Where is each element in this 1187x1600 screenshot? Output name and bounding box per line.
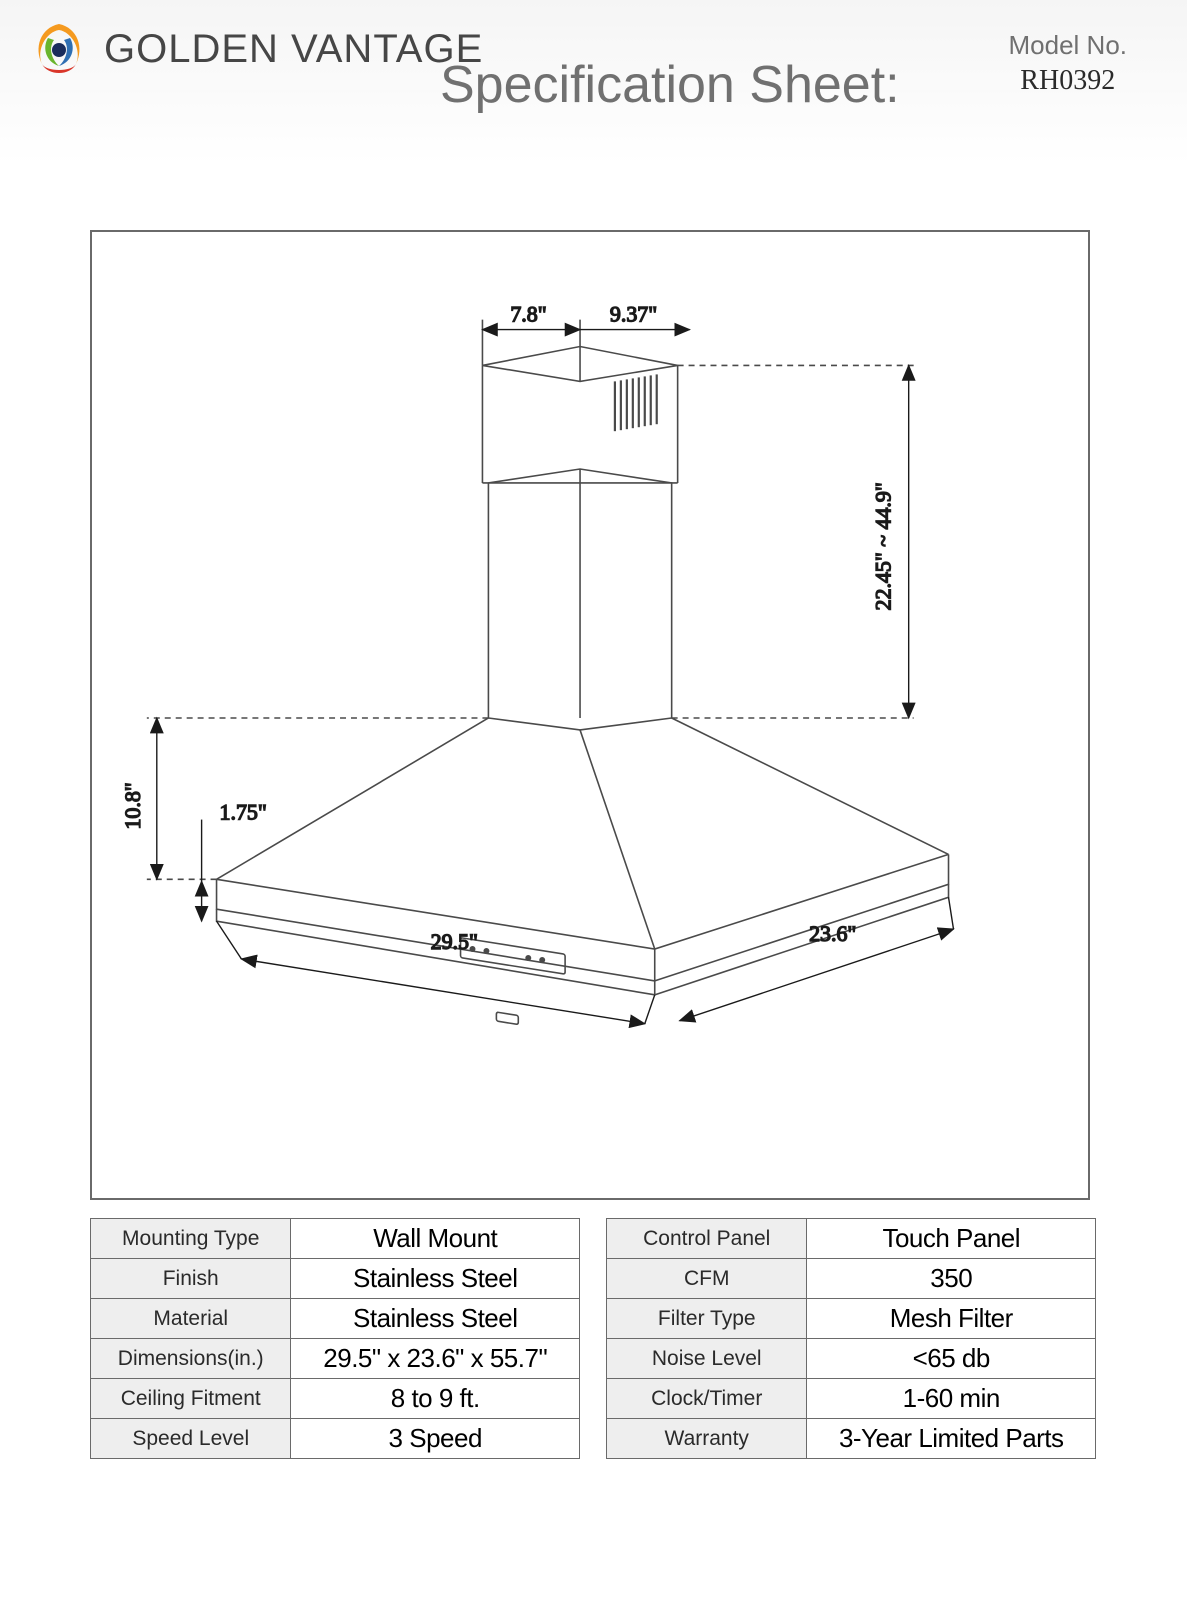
header: GOLDEN VANTAGE Specification Sheet: Mode…	[0, 0, 1187, 165]
table-row: Filter TypeMesh Filter	[607, 1299, 1096, 1339]
spec-value: Touch Panel	[807, 1219, 1096, 1259]
table-row: FinishStainless Steel	[91, 1259, 580, 1299]
spec-key: Warranty	[607, 1419, 807, 1459]
page-title: Specification Sheet:	[440, 55, 900, 115]
spec-key: Material	[91, 1299, 291, 1339]
spec-key: Noise Level	[607, 1339, 807, 1379]
table-row: Control PanelTouch Panel	[607, 1219, 1096, 1259]
spec-value: 3-Year Limited Parts	[807, 1419, 1096, 1459]
product-diagram: 7.8" 9.37" 22.45" ~ 44.9" 10.8" 1.75" 29…	[92, 232, 1088, 1198]
diagram-frame: 7.8" 9.37" 22.45" ~ 44.9" 10.8" 1.75" 29…	[90, 230, 1090, 1200]
spec-value: 350	[807, 1259, 1096, 1299]
table-row: CFM350	[607, 1259, 1096, 1299]
table-row: Ceiling Fitment8 to 9 ft.	[91, 1379, 580, 1419]
spec-value: 1-60 min	[807, 1379, 1096, 1419]
dim-front-width: 29.5"	[431, 929, 478, 954]
spec-key: Dimensions(in.)	[91, 1339, 291, 1379]
spec-value: 8 to 9 ft.	[291, 1379, 580, 1419]
table-row: Clock/Timer1-60 min	[607, 1379, 1096, 1419]
spec-value: Mesh Filter	[807, 1299, 1096, 1339]
spec-key: Finish	[91, 1259, 291, 1299]
brand-name: GOLDEN VANTAGE	[104, 27, 483, 72]
spec-key: Mounting Type	[91, 1219, 291, 1259]
table-row: Noise Level<65 db	[607, 1339, 1096, 1379]
spec-key: Filter Type	[607, 1299, 807, 1339]
spec-value: 29.5" x 23.6" x 55.7"	[291, 1339, 580, 1379]
model-number: RH0392	[1009, 65, 1128, 97]
spec-value: Wall Mount	[291, 1219, 580, 1259]
spec-key: Ceiling Fitment	[91, 1379, 291, 1419]
dim-small-left: 1.75"	[220, 800, 267, 825]
table-row: Speed Level3 Speed	[91, 1419, 580, 1459]
spec-table-left: Mounting TypeWall Mount FinishStainless …	[90, 1218, 580, 1459]
spec-table-right: Control PanelTouch Panel CFM350 Filter T…	[606, 1218, 1096, 1459]
spec-value: 3 Speed	[291, 1419, 580, 1459]
logo-icon	[28, 18, 90, 80]
dim-top-left: 7.8"	[510, 302, 546, 327]
dim-right-vert: 22.45" ~ 44.9"	[871, 482, 896, 610]
dim-left-vert: 10.8"	[120, 782, 145, 829]
dim-top-right: 9.37"	[610, 302, 657, 327]
table-row: Mounting TypeWall Mount	[91, 1219, 580, 1259]
spec-value: <65 db	[807, 1339, 1096, 1379]
table-row: MaterialStainless Steel	[91, 1299, 580, 1339]
table-row: Warranty3-Year Limited Parts	[607, 1419, 1096, 1459]
spec-key: Control Panel	[607, 1219, 807, 1259]
logo-block: GOLDEN VANTAGE	[28, 18, 483, 80]
spec-key: Clock/Timer	[607, 1379, 807, 1419]
spec-tables: Mounting TypeWall Mount FinishStainless …	[90, 1218, 1096, 1459]
model-label: Model No.	[1009, 30, 1128, 61]
spec-key: Speed Level	[91, 1419, 291, 1459]
spec-value: Stainless Steel	[291, 1299, 580, 1339]
model-block: Model No. RH0392	[1009, 30, 1128, 97]
spec-key: CFM	[607, 1259, 807, 1299]
dim-side-depth: 23.6"	[809, 921, 856, 946]
table-row: Dimensions(in.)29.5" x 23.6" x 55.7"	[91, 1339, 580, 1379]
spec-value: Stainless Steel	[291, 1259, 580, 1299]
